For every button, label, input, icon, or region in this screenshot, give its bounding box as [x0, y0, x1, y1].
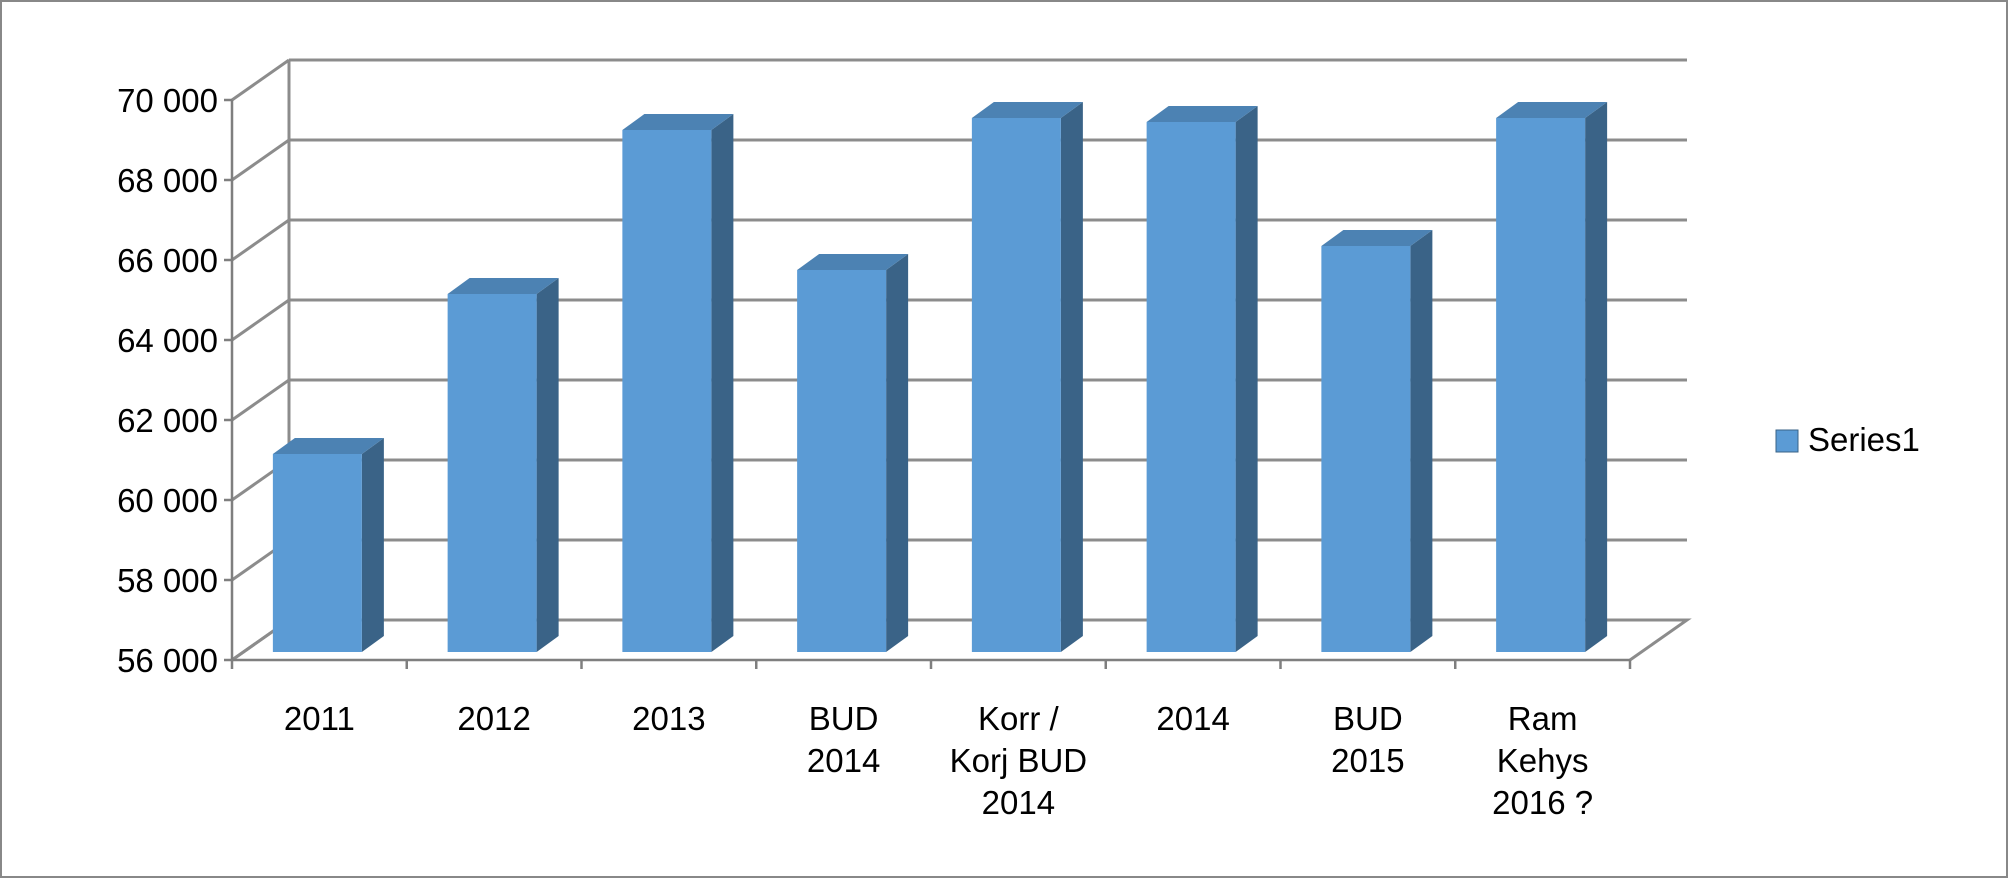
- x-category-label-6: BUD 2015: [1331, 700, 1404, 779]
- bar-front-6: [1321, 246, 1411, 652]
- bar-2: [622, 114, 734, 652]
- bar-top-7: [1496, 102, 1608, 118]
- x-category-label-0: 2011: [284, 700, 355, 737]
- bar-side-4: [1060, 102, 1083, 652]
- gridline-side-7: [231, 58, 290, 102]
- bar-0: [272, 438, 384, 652]
- bar-top-5: [1146, 106, 1258, 122]
- y-tick-label-2: 60 000: [117, 482, 218, 519]
- bar-side-7: [1585, 102, 1608, 652]
- x-category-label-7-line-2: 2016 ?: [1492, 784, 1593, 821]
- x-category-label-1-line-0: 2012: [457, 700, 530, 737]
- gridline-side-4: [231, 298, 290, 342]
- x-category-label-7: Ram Kehys 2016 ?: [1492, 700, 1593, 821]
- axes: [224, 98, 1632, 669]
- x-category-label-0-line-0: 2011: [284, 700, 355, 737]
- legend-swatch-series1: [1775, 429, 1799, 453]
- y-tick-label-4: 64 000: [117, 322, 218, 359]
- bar-front-2: [622, 130, 712, 652]
- x-category-label-3-line-1: 2014: [807, 742, 880, 779]
- y-tick-label-0: 56 000: [117, 642, 218, 679]
- bar-side-2: [711, 114, 734, 652]
- y-tick-label-5: 66 000: [117, 242, 218, 279]
- y-tick-label-1: 58 000: [117, 562, 218, 599]
- bar-top-4: [971, 102, 1083, 118]
- legend: Series1: [1775, 421, 1920, 458]
- x-category-label-3: BUD 2014: [807, 700, 880, 779]
- bar-top-3: [797, 254, 909, 270]
- y-tick-label-6: 68 000: [117, 162, 218, 199]
- bar-side-3: [886, 254, 909, 652]
- bar-side-5: [1235, 106, 1258, 652]
- x-category-label-4: Korr / Korj BUD 2014: [950, 700, 1088, 821]
- x-category-label-5-line-0: 2014: [1156, 700, 1229, 737]
- x-category-label-7-line-1: Kehys: [1497, 742, 1589, 779]
- x-category-label-7-line-0: Ram: [1508, 700, 1578, 737]
- x-category-label-6-line-1: 2015: [1331, 742, 1404, 779]
- gridline-side-6: [231, 138, 290, 182]
- x-category-label-5: 2014: [1156, 700, 1229, 737]
- x-category-label-4-line-1: Korj BUD: [950, 742, 1088, 779]
- x-category-label-4-line-0: Korr /: [978, 700, 1060, 737]
- bar-front-0: [272, 454, 362, 652]
- x-category-label-2-line-0: 2013: [632, 700, 705, 737]
- gridline-side-5: [231, 218, 290, 262]
- bar-6: [1321, 230, 1433, 652]
- x-category-labels: 2011 2012 2013 BUD 2014 Korr / Korj BUD 2014 201…: [284, 700, 1593, 821]
- x-category-label-4-line-2: 2014: [982, 784, 1055, 821]
- y-tick-label-3: 62 000: [117, 402, 218, 439]
- bar-top-2: [622, 114, 734, 130]
- bar-3: [797, 254, 909, 652]
- bar-front-4: [971, 118, 1061, 652]
- bar-1: [447, 278, 559, 652]
- bar-front-3: [797, 270, 887, 652]
- x-category-label-3-line-0: BUD: [809, 700, 879, 737]
- gridline-side-3: [231, 378, 290, 422]
- bar-5: [1146, 106, 1258, 652]
- bar-side-6: [1410, 230, 1433, 652]
- bar-side-0: [361, 438, 384, 652]
- bar-front-1: [447, 294, 537, 652]
- legend-label-series1: Series1: [1808, 421, 1920, 458]
- y-tick-label-7: 70 000: [117, 82, 218, 119]
- bar-top-0: [272, 438, 384, 454]
- bar-top-1: [447, 278, 559, 294]
- bar-4: [971, 102, 1083, 652]
- bar-front-7: [1496, 118, 1586, 652]
- x-category-label-2: 2013: [632, 700, 705, 737]
- bar-side-1: [536, 278, 559, 652]
- bars: [272, 102, 1608, 652]
- bar-top-6: [1321, 230, 1433, 246]
- x-category-label-1: 2012: [457, 700, 530, 737]
- x-category-label-6-line-0: BUD: [1333, 700, 1403, 737]
- y-tick-labels: 56 000 58 000 60 000 62 000 64 000 66 000 68 0…: [117, 82, 218, 679]
- bar-front-5: [1146, 122, 1236, 652]
- bar-7: [1496, 102, 1608, 652]
